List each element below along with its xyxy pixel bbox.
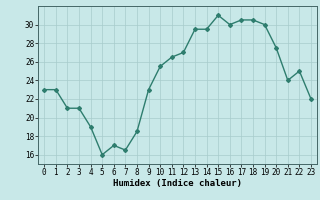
X-axis label: Humidex (Indice chaleur): Humidex (Indice chaleur) bbox=[113, 179, 242, 188]
